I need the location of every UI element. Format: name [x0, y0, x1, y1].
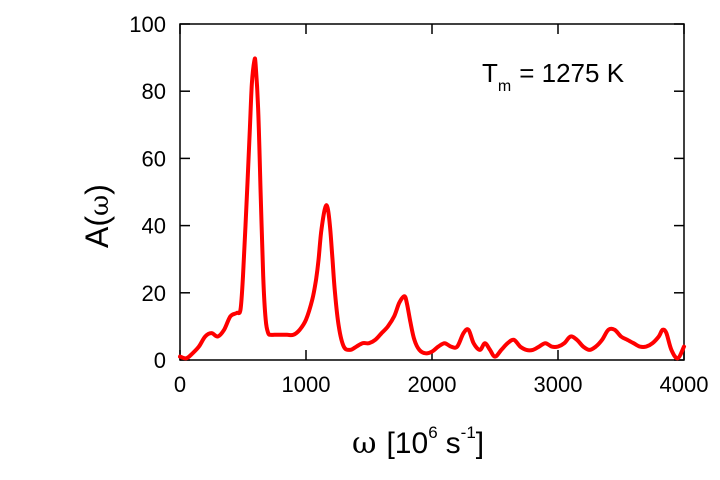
- y-axis-main: A(: [79, 216, 115, 248]
- x-tick-label: 0: [174, 372, 186, 397]
- annotation-label: Tm = 1275 K: [482, 58, 625, 95]
- x-axis-text-close: ]: [476, 427, 484, 460]
- y-tick-label: 0: [154, 348, 166, 373]
- y-axis-close: ): [79, 184, 115, 195]
- x-tick-label: 1000: [282, 372, 331, 397]
- y-tick-label: 40: [142, 214, 166, 239]
- annotation-subscript: m: [498, 78, 511, 95]
- x-tick-label: 4000: [660, 372, 709, 397]
- x-axis-unit: s: [446, 427, 461, 460]
- y-axis-symbol: ω: [85, 195, 115, 216]
- y-tick-label: 80: [142, 79, 166, 104]
- plot-area: 0 1000 2000 3000 4000 0 20 40 60 80 100: [129, 12, 708, 397]
- annotation-rest: = 1275 K: [519, 58, 624, 88]
- y-tick-label: 60: [142, 146, 166, 171]
- x-axis-text-open: [10: [386, 427, 428, 460]
- x-tick-label: 2000: [408, 372, 457, 397]
- x-axis-superscript: 6: [428, 423, 437, 442]
- x-axis-symbol: ω: [352, 426, 376, 461]
- tick-labels: 0 1000 2000 3000 4000 0 20 40 60 80 100: [129, 12, 708, 397]
- tick-marks: [179, 23, 685, 361]
- x-axis-title: ω [106 s-1]: [352, 423, 484, 461]
- x-tick-label: 3000: [534, 372, 583, 397]
- y-tick-label: 20: [142, 281, 166, 306]
- y-tick-label: 100: [129, 12, 166, 37]
- annotation-main: T: [482, 58, 498, 88]
- series-line: [178, 56, 686, 361]
- y-axis-title: A(ω): [79, 184, 115, 248]
- x-axis-unit-superscript: -1: [461, 423, 476, 442]
